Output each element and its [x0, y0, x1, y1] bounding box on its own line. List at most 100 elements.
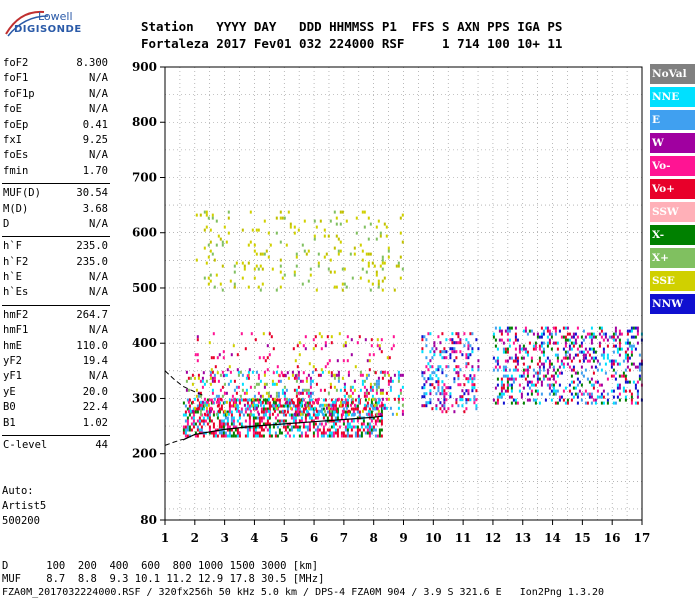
- echo-point: [370, 428, 373, 432]
- echo-point: [492, 368, 495, 372]
- echo-point: [554, 341, 557, 345]
- echo-point: [235, 409, 238, 413]
- echo-point: [305, 391, 308, 395]
- echo-point: [367, 252, 370, 256]
- echo-point: [277, 391, 280, 395]
- echo-point: [295, 394, 298, 398]
- echo-point: [271, 397, 274, 401]
- echo-point: [429, 398, 432, 402]
- echo-point: [188, 413, 191, 417]
- echo-point: [182, 425, 185, 429]
- echo-point: [564, 401, 567, 405]
- echo-point: [184, 413, 187, 417]
- echo-point: [353, 379, 356, 383]
- echo-point: [234, 428, 237, 432]
- echo-point: [624, 356, 627, 360]
- echo-point: [580, 392, 583, 396]
- echo-point: [620, 347, 623, 351]
- echo-point: [628, 329, 631, 333]
- echo-point: [502, 341, 505, 345]
- echo-point: [582, 350, 585, 354]
- echo-point: [317, 252, 320, 256]
- echo-point: [590, 365, 593, 369]
- echo-point: [305, 379, 308, 383]
- echo-point: [500, 389, 503, 393]
- echo-point: [190, 416, 193, 420]
- echo-point: [262, 398, 265, 402]
- echo-point: [304, 335, 307, 339]
- echo-point: [375, 225, 378, 229]
- auto-version: 500200: [2, 515, 40, 527]
- echo-point: [429, 383, 432, 387]
- scaled-parameters-panel: foF2 8.300 foF1 N/A foF1p N/A foE N/A foEp 0.41 fx…: [2, 57, 110, 454]
- echo-point: [352, 419, 355, 423]
- echo-point: [451, 350, 454, 354]
- echo-point: [251, 228, 254, 232]
- echo-point: [582, 353, 585, 357]
- echo-point: [423, 392, 426, 396]
- echo-point: [375, 237, 378, 241]
- echo-point: [502, 383, 505, 387]
- echo-point: [624, 368, 627, 372]
- echo-point: [457, 404, 460, 408]
- echo-point: [588, 359, 591, 363]
- echo-point: [286, 407, 289, 411]
- echo-point: [576, 377, 579, 381]
- echo-point: [437, 398, 440, 402]
- echo-point: [192, 422, 195, 426]
- echo-point: [562, 365, 565, 369]
- echo-point: [253, 249, 256, 253]
- echo-point: [538, 365, 541, 369]
- echo-point: [560, 359, 563, 363]
- echo-point: [252, 419, 255, 423]
- echo-point: [566, 326, 569, 330]
- echo-point: [318, 428, 321, 432]
- echo-point: [195, 213, 198, 217]
- echo-point: [275, 370, 278, 374]
- echo-point: [339, 403, 342, 407]
- echo-point: [260, 428, 263, 432]
- echo-point: [498, 392, 501, 396]
- echo-point: [212, 431, 215, 435]
- echo-point: [268, 407, 271, 411]
- echo-point: [221, 370, 224, 374]
- echo-point: [363, 379, 366, 383]
- echo-point: [294, 425, 297, 429]
- echo-point: [441, 332, 444, 336]
- echo-point: [550, 389, 553, 393]
- echo-point: [341, 376, 344, 380]
- echo-point: [441, 350, 444, 354]
- echo-point: [638, 353, 641, 357]
- echo-point: [285, 400, 288, 404]
- echo-point: [279, 216, 282, 220]
- echo-point: [190, 422, 193, 426]
- echo-point: [377, 400, 380, 404]
- param-group-heights: h`F 235.0 h`F2 235.0 h`E N/A h`Es N/A: [2, 240, 110, 302]
- echo-point: [552, 377, 555, 381]
- echo-point: [526, 380, 529, 384]
- echo-point: [259, 394, 262, 398]
- echo-point: [351, 276, 354, 280]
- muf-row: MUF 8.7 8.8 9.3 10.1 11.2 12.9 17.8 30.5…: [2, 573, 325, 585]
- echo-point: [227, 210, 230, 214]
- echo-point: [598, 383, 601, 387]
- echo-point: [455, 401, 458, 405]
- echo-point: [201, 379, 204, 383]
- echo-point: [618, 383, 621, 387]
- echo-point: [532, 344, 535, 348]
- echo-point: [219, 373, 222, 377]
- digisonde-logo: Lowell DIGISONDE: [4, 6, 81, 40]
- echo-point: [451, 404, 454, 408]
- echo-point: [504, 350, 507, 354]
- echo-point: [492, 332, 495, 336]
- echo-point: [550, 383, 553, 387]
- echo-point: [281, 216, 284, 220]
- echo-point: [552, 386, 555, 390]
- echo-point: [258, 356, 261, 360]
- echo-point: [227, 231, 230, 235]
- echo-point: [200, 419, 203, 423]
- echo-point: [334, 404, 337, 408]
- echo-point: [284, 434, 287, 438]
- echo-point: [237, 385, 240, 389]
- echo-point: [222, 431, 225, 435]
